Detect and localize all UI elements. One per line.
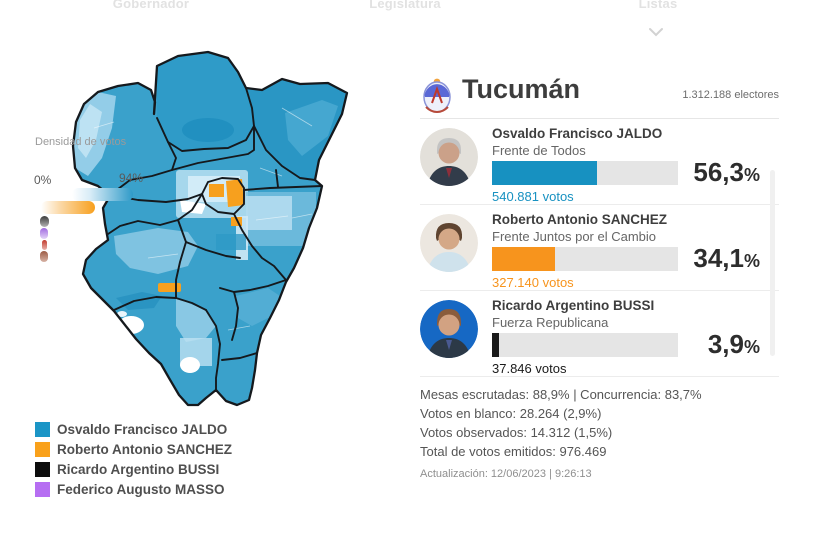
legend-item: Osvaldo Francisco JALDO <box>35 419 232 439</box>
density-gradient-blue <box>72 188 133 201</box>
scrutiny-stats: Mesas escrutadas: 88,9% | Concurrencia: … <box>420 377 779 484</box>
legend-swatch-sanchez <box>35 441 50 457</box>
candidate-photo <box>420 214 478 272</box>
tab-listas[interactable]: Listas <box>638 0 678 11</box>
stat-blancos: Votos en blanco: 28.264 (2,9%) <box>420 406 602 421</box>
candidate-photo <box>420 128 478 186</box>
candidate-photo <box>420 300 478 358</box>
candidate-votes: 540.881 votos <box>492 189 574 204</box>
density-gradient-black <box>40 216 49 227</box>
result-bar <box>492 161 678 185</box>
map-candidate-legend: Osvaldo Francisco JALDO Roberto Antonio … <box>35 419 232 499</box>
density-max-label: 94% <box>119 171 144 185</box>
density-gradient-orange <box>41 201 95 214</box>
candidate-name: Ricardo Argentino BUSSI <box>492 298 655 313</box>
legend-label: Roberto Antonio SANCHEZ <box>57 441 232 457</box>
stat-mesas: Mesas escrutadas: 88,9% | Concurrencia: … <box>420 387 702 402</box>
candidate-party: Fuerza Republicana <box>492 315 609 330</box>
candidate-party: Frente Juntos por el Cambio <box>492 229 657 244</box>
result-bar <box>492 247 678 271</box>
tucuman-crest-icon <box>423 78 451 114</box>
legend-label: Osvaldo Francisco JALDO <box>57 421 228 437</box>
density-legend-title: Densidad de votos <box>35 136 127 148</box>
candidate-name: Osvaldo Francisco JALDO <box>492 126 663 141</box>
result-bar <box>492 333 678 357</box>
candidate-party: Frente de Todos <box>492 143 586 158</box>
candidate-votes: 327.140 votos <box>492 275 574 290</box>
tab-gobernador[interactable]: Gobernador <box>112 0 190 11</box>
legend-swatch-jaldo <box>35 421 50 437</box>
result-bar-fill <box>492 247 556 271</box>
candidate-row-jaldo: Osvaldo Francisco JALDO Frente de Todos … <box>420 119 779 205</box>
stat-total: Total de votos emitidos: 976.469 <box>420 444 607 459</box>
density-gradient-purple <box>40 228 48 239</box>
density-gradient-brown <box>40 251 48 262</box>
candidate-name: Roberto Antonio SANCHEZ <box>492 212 667 227</box>
candidate-row-bussi: Ricardo Argentino BUSSI Fuerza Republica… <box>420 291 779 377</box>
legend-item: Roberto Antonio SANCHEZ <box>35 439 232 459</box>
result-bar-fill <box>492 161 597 185</box>
candidate-row-sanchez: Roberto Antonio SANCHEZ Frente Juntos po… <box>420 205 779 291</box>
legend-label: Ricardo Argentino BUSSI <box>57 461 220 477</box>
results-header: Tucumán 1.312.188 electores <box>420 74 779 119</box>
candidate-percent: 3,9% <box>707 329 760 359</box>
legend-label: Federico Augusto MASSO <box>57 481 225 497</box>
candidate-votes: 37.846 votos <box>492 361 567 376</box>
legend-swatch-masso <box>35 481 50 497</box>
electorate-count: 1.312.188 electores <box>682 89 779 101</box>
panel-scrollbar[interactable] <box>770 170 775 356</box>
legend-item: Ricardo Argentino BUSSI <box>35 459 232 479</box>
legend-swatch-bussi <box>35 461 50 477</box>
chevron-down-icon[interactable] <box>648 27 664 37</box>
candidate-percent: 56,3% <box>693 157 760 187</box>
stat-observados: Votos observados: 14.312 (1,5%) <box>420 425 613 440</box>
province-title: Tucumán <box>462 74 581 104</box>
results-panel: Tucumán 1.312.188 electores Osvaldo Fran… <box>420 74 779 484</box>
last-update: Actualización: 12/06/2023 | 9:26:13 <box>420 468 592 480</box>
candidate-percent: 34,1% <box>693 243 760 273</box>
tucuman-choropleth-map[interactable] <box>30 8 412 412</box>
density-min-label: 0% <box>34 173 52 187</box>
density-gradient-red <box>42 240 47 250</box>
legend-item: Federico Augusto MASSO <box>35 479 232 499</box>
result-bar-fill <box>492 333 500 357</box>
tab-legislatura[interactable]: Legislatura <box>369 0 441 11</box>
